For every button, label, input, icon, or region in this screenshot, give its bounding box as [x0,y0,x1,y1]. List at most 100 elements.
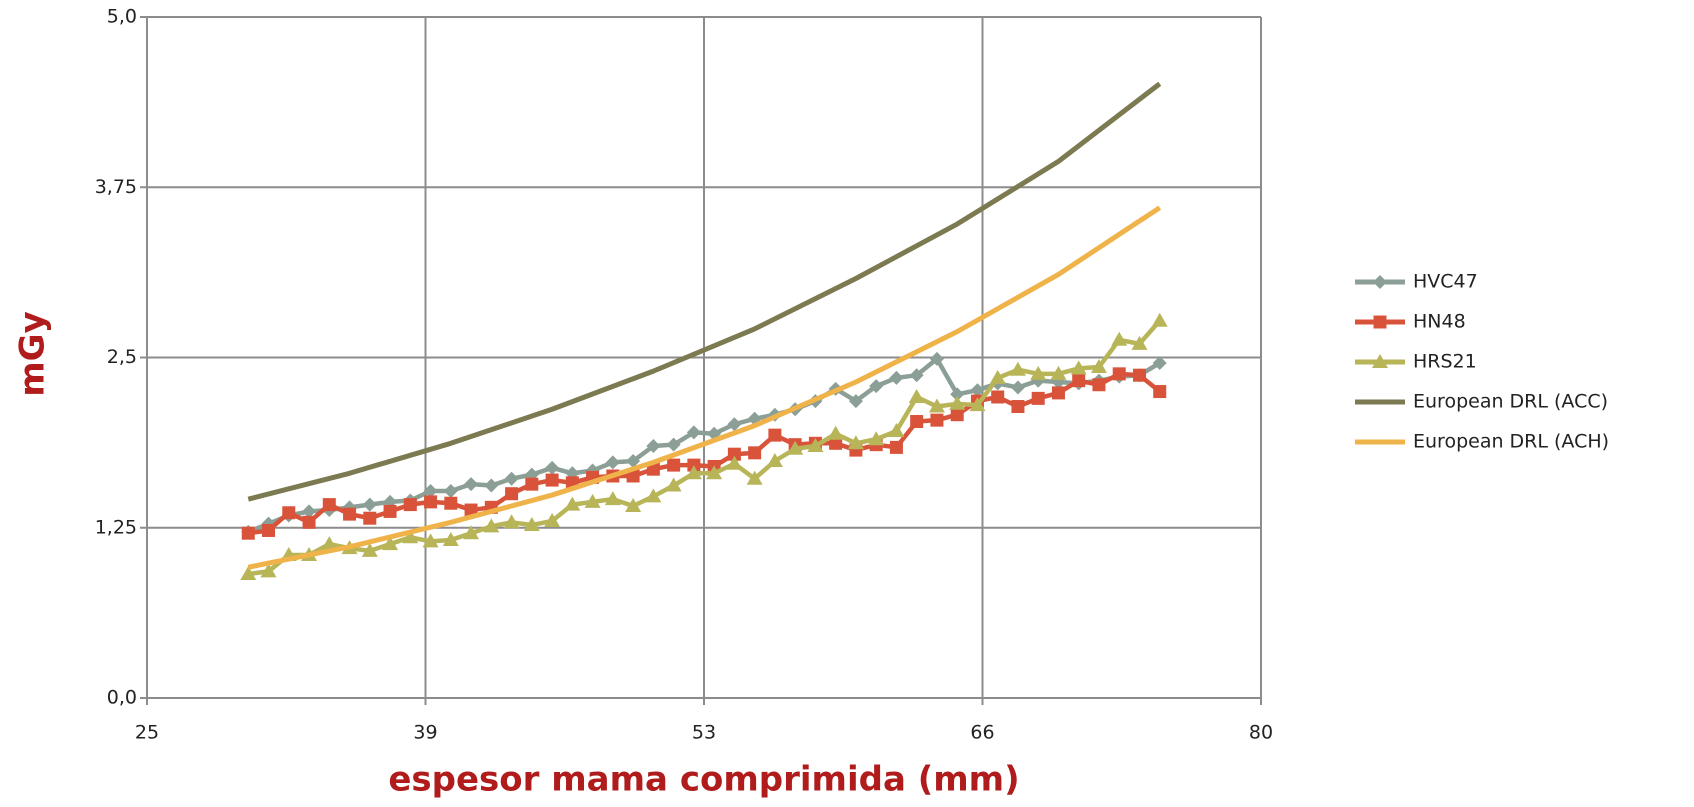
marker [909,368,924,383]
marker [829,436,843,450]
marker [1050,365,1067,380]
x-tick-label: 53 [692,722,716,744]
marker [322,498,336,512]
x-tick-label: 25 [135,722,159,744]
marker [383,504,397,518]
marker [424,495,438,509]
marker [665,477,682,492]
marker [1090,359,1107,374]
marker [1132,368,1146,382]
marker [505,487,519,501]
marker [727,417,742,432]
legend-label: European DRL (ACH) [1413,431,1609,453]
legend-label: HVC47 [1413,271,1478,293]
marker [564,496,581,511]
marker [991,390,1005,404]
marker [1092,378,1106,392]
marker [282,506,296,520]
series-line [247,205,1162,570]
marker [646,439,661,454]
marker [262,523,276,537]
marker [343,507,357,521]
marker [362,497,377,512]
marker [260,563,277,578]
marker [787,440,804,455]
marker [240,566,257,581]
marker [463,525,480,540]
marker [1009,361,1026,376]
marker [584,493,601,508]
marker [869,379,884,394]
series-line [247,319,1162,577]
marker [464,503,478,517]
marker [484,478,499,493]
marker [1070,360,1087,375]
series-line [247,81,1162,502]
marker [928,398,945,413]
marker [402,529,419,544]
marker [748,446,762,460]
marker [525,477,539,491]
marker [949,395,966,410]
marker [241,526,255,540]
marker [626,469,640,483]
marker [423,483,438,498]
marker [726,455,743,470]
marker [1010,380,1025,395]
marker [363,511,377,525]
legend-label: European DRL (ACC) [1413,391,1608,413]
marker [1111,331,1128,346]
marker [605,455,620,470]
marker [930,413,944,427]
y-tick-label: 3,75 [95,176,137,198]
legend-marker [1372,354,1388,368]
marker [422,533,439,548]
x-tick-label: 80 [1249,722,1273,744]
marker [1051,386,1065,400]
marker [464,477,479,492]
marker [889,440,903,454]
y-tick-label: 5,0 [107,6,137,28]
marker [910,415,924,429]
marker [604,491,621,506]
marker [766,453,783,468]
marker [950,387,965,402]
x-tick-label: 66 [970,722,994,744]
marker [969,397,986,412]
marker [503,514,520,529]
marker [1072,374,1086,388]
marker [1152,355,1167,370]
series-line [247,356,1161,534]
marker [706,465,723,480]
marker [544,512,561,527]
y-axis-title: mGy [13,311,53,397]
marker [889,370,904,385]
marker [970,383,985,398]
marker [361,542,378,557]
y-tick-label: 1,25 [95,516,137,538]
marker [545,473,559,487]
marker [1031,391,1045,405]
marker [1030,365,1047,380]
marker [1112,367,1126,381]
marker [686,425,701,440]
marker [847,435,864,450]
legend-label: HRS21 [1413,351,1477,373]
marker [727,447,741,461]
marker [504,471,519,486]
marker [645,488,662,503]
legend-marker [1373,275,1387,289]
marker [523,517,540,532]
marker [929,351,944,366]
marker [382,536,399,551]
marker [827,425,844,440]
marker [746,470,763,485]
x-tick-label: 39 [413,722,437,744]
marker [1011,400,1025,414]
marker [1131,335,1148,350]
marker [625,497,642,512]
series-line [247,371,1162,536]
marker [989,369,1006,384]
marker [950,408,964,422]
